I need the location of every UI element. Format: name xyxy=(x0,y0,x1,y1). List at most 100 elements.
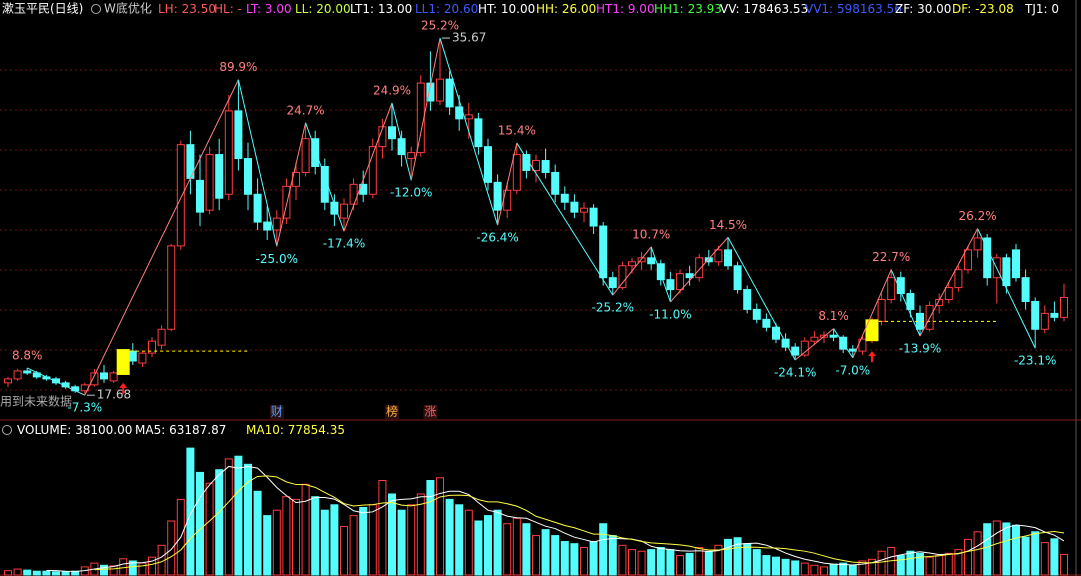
zigzag-segment xyxy=(84,79,239,396)
candle-body xyxy=(100,372,108,380)
candle-body xyxy=(714,249,723,263)
volume-bar xyxy=(916,552,924,576)
volume-bar xyxy=(128,560,137,576)
volume-title: VOLUME: 38100.00 xyxy=(17,423,132,437)
candle-body xyxy=(1050,312,1059,318)
zigzag-segment xyxy=(497,142,518,226)
volume-bar xyxy=(666,549,675,576)
volume-bar xyxy=(752,549,761,576)
volume-bar xyxy=(762,555,771,576)
indicator-value: 26.00 xyxy=(562,2,596,16)
volume-bar xyxy=(13,568,22,576)
candle-body xyxy=(138,352,147,364)
volume-bar xyxy=(416,493,425,576)
volume-bar xyxy=(820,566,828,576)
zigzag-label: -12.0% xyxy=(390,186,432,200)
volume-bar xyxy=(608,535,617,576)
volume-bar xyxy=(253,490,262,576)
indicator-label: LH: xyxy=(158,2,178,16)
indicator-value: 23.93 xyxy=(688,2,722,16)
candle-body xyxy=(436,78,444,102)
volume-bar xyxy=(445,498,454,576)
candle-body xyxy=(23,370,32,374)
candle-body xyxy=(157,328,166,346)
zigzag-label: -26.4% xyxy=(476,231,518,245)
marker-box xyxy=(269,405,284,419)
volume-bar xyxy=(32,570,41,576)
volume-bar xyxy=(1012,524,1020,576)
indicator-value: - xyxy=(238,2,242,16)
volume-bar xyxy=(589,541,598,576)
indicator-item: LL1: 20.60 xyxy=(415,2,478,16)
indicator-icon[interactable] xyxy=(91,4,101,14)
candle-body xyxy=(724,249,732,267)
price-mark-label: 17.68 xyxy=(97,388,131,402)
candle-body xyxy=(1031,300,1040,330)
candle-body xyxy=(349,183,358,205)
marker-label: 财 xyxy=(271,405,283,419)
marker-box xyxy=(385,405,399,419)
indicator-item: DF: -23.08 xyxy=(952,2,1014,16)
zigzag-label: 24.9% xyxy=(373,83,411,97)
zigzag-segment xyxy=(516,142,614,296)
indicator-label: TJ1: xyxy=(1024,2,1048,16)
candle-body xyxy=(954,269,963,289)
candle-body xyxy=(695,257,704,279)
volume-bar xyxy=(532,535,540,576)
volume-bar xyxy=(282,496,291,576)
indicator-item: LH: 23.50 xyxy=(158,2,216,16)
candle-body xyxy=(330,201,339,215)
candle-body xyxy=(52,378,60,384)
volume-bar xyxy=(1031,531,1040,576)
volume-bar xyxy=(656,546,665,576)
volume-bar xyxy=(1040,542,1049,576)
candle-body xyxy=(541,160,550,173)
candle-body xyxy=(560,193,569,203)
volume-bar xyxy=(503,523,512,576)
volume-bar xyxy=(512,517,521,576)
price-mark-label: 35.67 xyxy=(452,31,486,45)
volume-bar xyxy=(42,570,51,576)
indicator-label: DF: xyxy=(952,2,971,16)
indicator-value: 0 xyxy=(1051,2,1059,16)
volume-bar xyxy=(560,541,569,576)
indicator-label: HT1: xyxy=(596,2,624,16)
zigzag-segment xyxy=(237,79,278,247)
candle-body xyxy=(320,165,329,203)
candle-body xyxy=(848,348,857,352)
indicator-label: LL1: xyxy=(415,2,440,16)
indicator-value: 23.50 xyxy=(182,2,216,16)
candle-body xyxy=(743,289,752,310)
volume-bar xyxy=(196,471,204,576)
zigzag-segment xyxy=(612,246,652,296)
candle-body xyxy=(906,293,915,310)
zigzag-segment xyxy=(919,228,979,337)
zigzag-label: -25.2% xyxy=(592,301,634,315)
signal-arrow xyxy=(868,351,876,363)
candle-body xyxy=(618,265,627,289)
volume-bar xyxy=(637,550,646,576)
indicator-value: 20.00 xyxy=(316,2,350,16)
signal-box xyxy=(865,319,879,342)
zigzag-label: 26.2% xyxy=(959,209,997,223)
candle-body xyxy=(752,308,761,320)
candle-body xyxy=(416,82,425,154)
candle-body xyxy=(205,154,214,211)
candle-body xyxy=(656,263,665,281)
volume-bar xyxy=(954,549,963,576)
candle-body xyxy=(647,257,656,265)
volume-bar xyxy=(858,560,867,576)
volume-bar xyxy=(1021,536,1030,576)
candle-body xyxy=(944,287,953,300)
indicator-item: LT: 3.00 xyxy=(246,2,292,16)
candle-body xyxy=(628,261,636,267)
ma-name: MA5: xyxy=(135,423,165,437)
volume-bar xyxy=(906,550,915,576)
volume-icon[interactable] xyxy=(2,425,12,435)
marker-box xyxy=(423,405,438,419)
ma-name: MA10: xyxy=(246,423,284,437)
volume-bar xyxy=(52,571,60,576)
indicator-item: HT: 10.00 xyxy=(478,2,535,16)
